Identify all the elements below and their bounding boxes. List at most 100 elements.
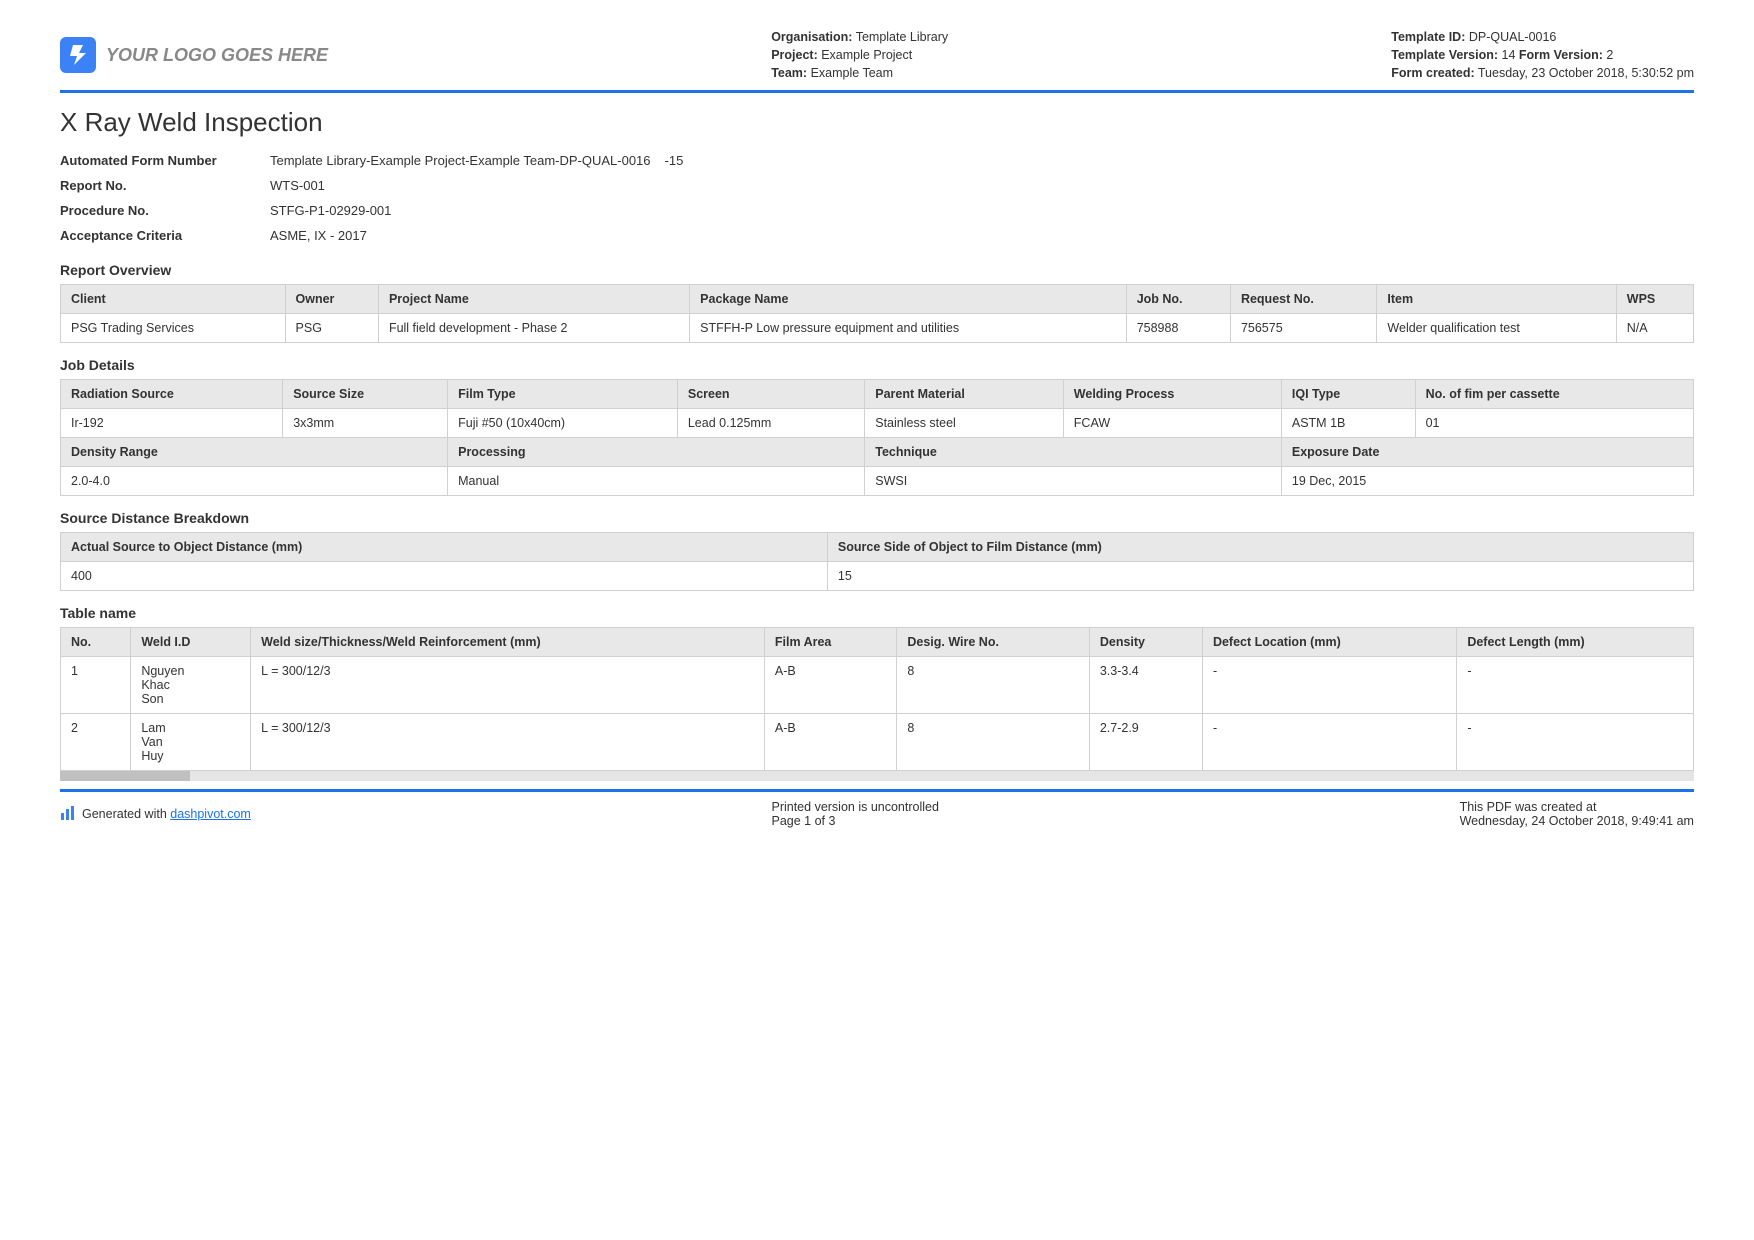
org-label: Organisation: bbox=[771, 30, 852, 44]
table-header: Job No. bbox=[1126, 285, 1230, 314]
page-title: X Ray Weld Inspection bbox=[60, 107, 1694, 138]
table-cell: L = 300/12/3 bbox=[251, 714, 765, 771]
table-header: Item bbox=[1377, 285, 1616, 314]
document-header: YOUR LOGO GOES HERE Organisation: Templa… bbox=[60, 28, 1694, 93]
afn-suffix: -15 bbox=[651, 153, 684, 168]
table-header: Exposure Date bbox=[1281, 438, 1693, 467]
table-cell: 8 bbox=[897, 714, 1089, 771]
created-label: This PDF was created at bbox=[1460, 800, 1694, 814]
table-cell: Full field development - Phase 2 bbox=[378, 314, 689, 343]
table-cell: 19 Dec, 2015 bbox=[1281, 467, 1693, 496]
table-header: IQI Type bbox=[1281, 380, 1415, 409]
procedure-no-value: STFG-P1-02929-001 bbox=[270, 203, 391, 218]
section-job-title: Job Details bbox=[60, 357, 1694, 373]
table-cell: Stainless steel bbox=[865, 409, 1064, 438]
logo-text: YOUR LOGO GOES HERE bbox=[106, 45, 328, 66]
table-cell: 756575 bbox=[1230, 314, 1376, 343]
table-cell: N/A bbox=[1616, 314, 1693, 343]
table-cell: 400 bbox=[61, 562, 828, 591]
afn-label: Automated Form Number bbox=[60, 153, 270, 168]
table-header: Screen bbox=[677, 380, 864, 409]
afn-main: Template Library-Example Project-Example… bbox=[270, 153, 651, 168]
table-header: No. bbox=[61, 628, 131, 657]
table-header: Weld size/Thickness/Weld Reinforcement (… bbox=[251, 628, 765, 657]
created-value: Wednesday, 24 October 2018, 9:49:41 am bbox=[1460, 814, 1694, 828]
table-cell: 3.3-3.4 bbox=[1089, 657, 1202, 714]
table-cell: 1 bbox=[61, 657, 131, 714]
template-id-value: DP-QUAL-0016 bbox=[1469, 30, 1557, 44]
table-header: Parent Material bbox=[865, 380, 1064, 409]
form-version-value: 2 bbox=[1606, 48, 1613, 62]
logo-icon bbox=[60, 37, 96, 73]
table-cell: Lead 0.125mm bbox=[677, 409, 864, 438]
data-table: No.Weld I.DWeld size/Thickness/Weld Rein… bbox=[60, 627, 1694, 771]
template-version-value: 14 bbox=[1502, 48, 1516, 62]
form-created-label: Form created: bbox=[1391, 66, 1474, 80]
table-cell: Welder qualification test bbox=[1377, 314, 1616, 343]
footer-left: Generated with dashpivot.com bbox=[60, 800, 251, 828]
gen-prefix: Generated with bbox=[82, 807, 170, 821]
section-source-title: Source Distance Breakdown bbox=[60, 510, 1694, 526]
table-cell: 15 bbox=[827, 562, 1693, 591]
table-cell: 8 bbox=[897, 657, 1089, 714]
table-header: Package Name bbox=[690, 285, 1127, 314]
table-cell: A-B bbox=[764, 714, 897, 771]
table-header: Project Name bbox=[378, 285, 689, 314]
table-cell: 3x3mm bbox=[283, 409, 448, 438]
horizontal-scrollbar[interactable] bbox=[60, 771, 1694, 781]
footer-center: Printed version is uncontrolled Page 1 o… bbox=[771, 800, 938, 828]
table-header: Source Side of Object to Film Distance (… bbox=[827, 533, 1693, 562]
table-header: Desig. Wire No. bbox=[897, 628, 1089, 657]
table-header: Owner bbox=[285, 285, 378, 314]
table-header: Radiation Source bbox=[61, 380, 283, 409]
bar-chart-icon bbox=[60, 805, 76, 824]
footer-divider bbox=[60, 789, 1694, 792]
table-header: Client bbox=[61, 285, 286, 314]
section-overview-title: Report Overview bbox=[60, 262, 1694, 278]
table-cell: 2.0-4.0 bbox=[61, 467, 448, 496]
table-header: Request No. bbox=[1230, 285, 1376, 314]
section-datatable-title: Table name bbox=[60, 605, 1694, 621]
table-header: Weld I.D bbox=[131, 628, 251, 657]
template-version-label: Template Version: bbox=[1391, 48, 1498, 62]
table-header: Film Area bbox=[764, 628, 897, 657]
table-header: Density Range bbox=[61, 438, 448, 467]
table-header: Film Type bbox=[448, 380, 678, 409]
meta-col-1: Organisation: Template Library Project: … bbox=[771, 28, 948, 82]
table-header: Defect Length (mm) bbox=[1457, 628, 1694, 657]
overview-table: ClientOwnerProject NamePackage NameJob N… bbox=[60, 284, 1694, 343]
info-block: Automated Form Number Template Library-E… bbox=[60, 148, 1694, 248]
project-label: Project: bbox=[771, 48, 818, 62]
table-cell: PSG Trading Services bbox=[61, 314, 286, 343]
project-value: Example Project bbox=[821, 48, 912, 62]
scrollbar-thumb[interactable] bbox=[60, 771, 190, 781]
table-cell: A-B bbox=[764, 657, 897, 714]
table-cell: NguyenKhacSon bbox=[131, 657, 251, 714]
team-label: Team: bbox=[771, 66, 807, 80]
generated-text: Generated with dashpivot.com bbox=[82, 807, 251, 821]
table-header: Welding Process bbox=[1063, 380, 1281, 409]
table-cell: LamVanHuy bbox=[131, 714, 251, 771]
table-cell: ASTM 1B bbox=[1281, 409, 1415, 438]
table-header: Technique bbox=[865, 438, 1282, 467]
meta-col-2: Template ID: DP-QUAL-0016 Template Versi… bbox=[1391, 28, 1694, 82]
uncontrolled-text: Printed version is uncontrolled bbox=[771, 800, 938, 814]
dashpivot-link[interactable]: dashpivot.com bbox=[170, 807, 251, 821]
source-table: Actual Source to Object Distance (mm)Sou… bbox=[60, 532, 1694, 591]
table-cell: - bbox=[1202, 714, 1456, 771]
acceptance-value: ASME, IX - 2017 bbox=[270, 228, 367, 243]
table-cell: STFFH-P Low pressure equipment and utili… bbox=[690, 314, 1127, 343]
table-header: Density bbox=[1089, 628, 1202, 657]
form-created-value: Tuesday, 23 October 2018, 5:30:52 pm bbox=[1478, 66, 1694, 80]
job-table: Radiation SourceSource SizeFilm TypeScre… bbox=[60, 379, 1694, 496]
table-cell: 758988 bbox=[1126, 314, 1230, 343]
table-header: No. of fim per cassette bbox=[1415, 380, 1693, 409]
table-cell: 2 bbox=[61, 714, 131, 771]
team-value: Example Team bbox=[811, 66, 893, 80]
table-cell: - bbox=[1202, 657, 1456, 714]
org-value: Template Library bbox=[856, 30, 948, 44]
table-cell: 2.7-2.9 bbox=[1089, 714, 1202, 771]
form-version-label: Form Version: bbox=[1519, 48, 1603, 62]
table-cell: Manual bbox=[448, 467, 865, 496]
table-cell: - bbox=[1457, 657, 1694, 714]
